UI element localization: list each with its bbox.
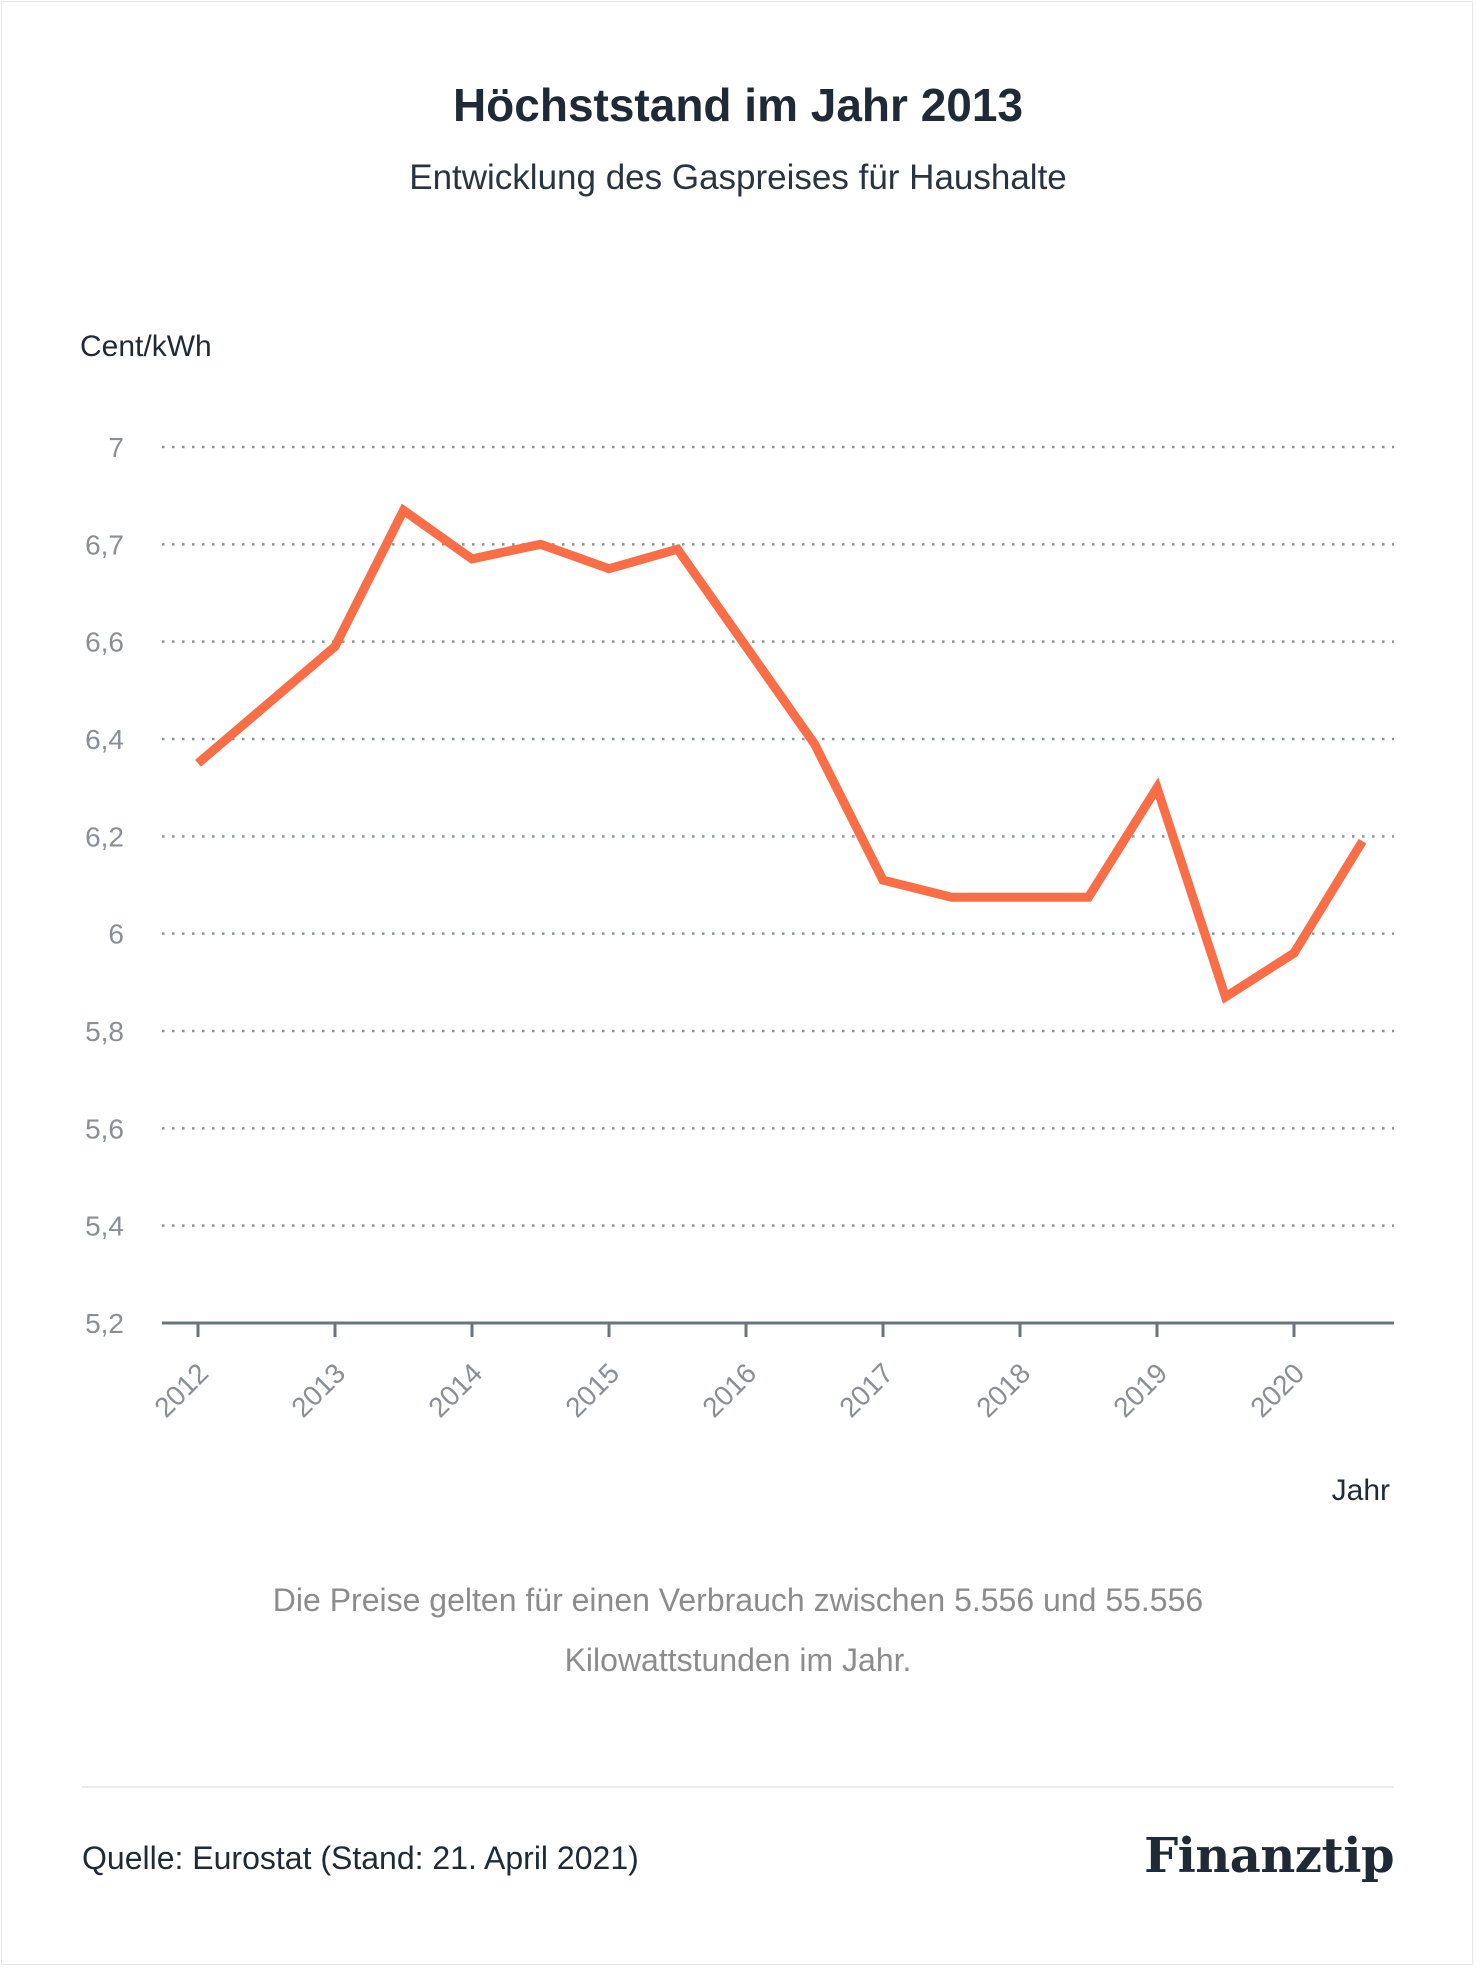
x-tick-label: 2015: [559, 1357, 625, 1423]
y-tick-label: 5,8: [85, 1016, 124, 1047]
y-axis-label: Cent/kWh: [80, 330, 212, 363]
x-tick-labels: 2012 2013 2014 2015 2016 2017 2018 2019 2020: [148, 1357, 1310, 1423]
gridlines: [162, 447, 1394, 1226]
x-tick-label: 2016: [696, 1357, 762, 1423]
x-tick-label: 2019: [1107, 1357, 1173, 1423]
y-tick-label: 5,6: [85, 1113, 124, 1144]
brand-logo: Finanztip: [1144, 1828, 1394, 1884]
x-tick-label: 2013: [285, 1357, 351, 1423]
x-axis-label: Jahr: [1332, 1474, 1390, 1507]
footnote-line-1: Die Preise gelten für einen Verbrauch zw…: [180, 1570, 1296, 1630]
infographic: Höchststand im Jahr 2013 Entwicklung des…: [0, 0, 1476, 1968]
x-tick-label: 2014: [422, 1357, 488, 1423]
y-tick-label: 6,4: [85, 724, 124, 755]
y-tick-labels: 7 6,7 6,6 6,4 6,2 6 5,8 5,6 5,4 5,2: [85, 432, 124, 1339]
y-tick-label: 6,6: [85, 627, 124, 658]
y-tick-label: 7: [108, 432, 124, 463]
y-tick-label: 6,7: [85, 529, 124, 560]
footer-divider: [82, 1786, 1394, 1788]
price-line: [198, 510, 1363, 997]
x-tick-label: 2018: [970, 1357, 1036, 1423]
x-tick-marks: [198, 1323, 1294, 1337]
source-text: Quelle: Eurostat (Stand: 21. April 2021): [82, 1840, 639, 1877]
y-tick-label: 5,4: [85, 1211, 124, 1242]
y-tick-label: 5,2: [85, 1308, 124, 1339]
y-tick-label: 6,2: [85, 821, 124, 852]
y-tick-label: 6: [108, 919, 124, 950]
footnote: Die Preise gelten für einen Verbrauch zw…: [180, 1570, 1296, 1690]
line-chart: Cent/kWh 7 6,7 6,6 6,4 6,2 6 5,8 5,6 5,4 5,2 2012…: [0, 0, 1476, 1520]
footnote-line-2: Kilowattstunden im Jahr.: [180, 1630, 1296, 1690]
x-tick-label: 2017: [833, 1357, 899, 1423]
x-tick-label: 2020: [1244, 1357, 1310, 1423]
x-tick-label: 2012: [148, 1357, 214, 1423]
